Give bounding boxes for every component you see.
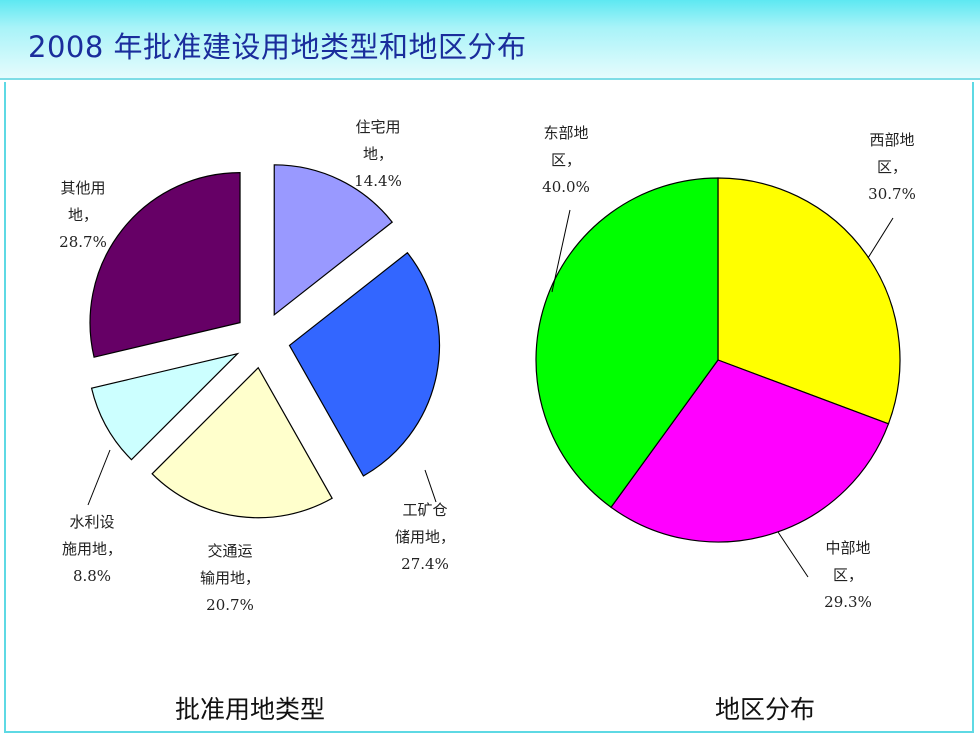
slice-label: 区，	[833, 566, 863, 584]
slice-label: 地，	[68, 206, 98, 224]
label-leader-line	[424, 469, 437, 503]
page-title: 2008 年批准建设用地类型和地区分布	[28, 30, 527, 64]
slice-label: 工矿仓	[402, 501, 447, 519]
slice-label: 施用地，	[62, 540, 122, 558]
label-leader-line	[777, 531, 809, 578]
label-leader-line	[867, 217, 894, 259]
slice-0-3	[90, 352, 240, 461]
slice-label: 14.4%	[354, 172, 402, 190]
slice-1-1	[610, 359, 890, 543]
slice-label: 其他用	[60, 179, 105, 197]
slice-label: 30.7%	[868, 185, 916, 203]
slice-label: 8.8%	[73, 567, 111, 585]
slice-1-2	[535, 177, 719, 509]
slice-0-4	[89, 172, 241, 358]
slice-label: 中部地	[825, 539, 870, 557]
slice-label: 20.7%	[206, 596, 254, 614]
slice-label: 水利设	[69, 513, 114, 531]
slice-label: 输用地，	[200, 569, 260, 587]
slice-label: 区，	[551, 151, 581, 169]
slice-label: 东部地	[543, 124, 588, 142]
content-frame	[4, 82, 974, 733]
slice-label: 27.4%	[401, 555, 449, 573]
slice-label: 住宅用	[355, 118, 400, 136]
slice-0-1	[288, 251, 441, 477]
land-type-chart-title: 批准用地类型	[175, 695, 325, 724]
label-leader-line	[551, 209, 571, 293]
label-leader-line	[87, 449, 111, 506]
slice-label: 40.0%	[542, 178, 590, 196]
slice-0-2	[151, 366, 333, 519]
slice-0-0	[273, 164, 394, 317]
region-chart-title: 地区分布	[715, 695, 815, 724]
slice-label: 区，	[877, 158, 907, 176]
slice-label: 地，	[363, 145, 393, 163]
slice-label: 西部地	[869, 131, 914, 149]
slice-label: 储用地，	[395, 528, 455, 546]
slice-label: 交通运	[207, 542, 252, 560]
slice-label: 29.3%	[824, 593, 872, 611]
title-bar: 2008 年批准建设用地类型和地区分布	[0, 0, 980, 80]
slice-1-0	[717, 177, 901, 425]
slice-label: 28.7%	[59, 233, 107, 251]
